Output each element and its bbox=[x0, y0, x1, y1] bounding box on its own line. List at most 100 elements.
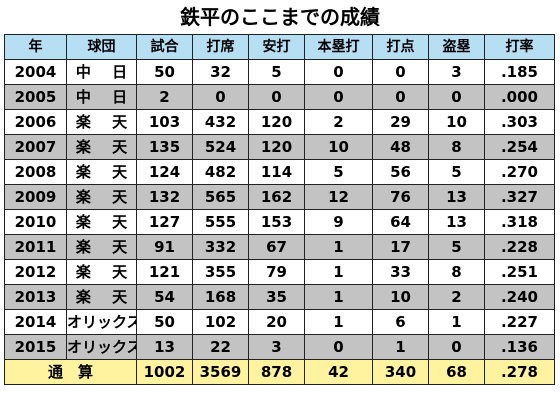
cell-home-runs: 0 bbox=[304, 84, 373, 110]
cell-games: 135 bbox=[136, 134, 193, 160]
header-rbi: 打点 bbox=[372, 34, 429, 60]
cell-rbi: 56 bbox=[372, 159, 429, 185]
cell-year: 2013 bbox=[4, 284, 67, 310]
cell-plate-appearances: 555 bbox=[192, 209, 249, 235]
cell-team: 楽 天 bbox=[66, 109, 137, 135]
cell-batting-average: .185 bbox=[484, 59, 555, 85]
header-year: 年 bbox=[4, 34, 67, 60]
cell-year: 2005 bbox=[4, 84, 67, 110]
cell-games: 13 bbox=[136, 334, 193, 360]
cell-plate-appearances: 168 bbox=[192, 284, 249, 310]
cell-team: オリックス bbox=[66, 334, 137, 360]
cell-home-runs: 1 bbox=[304, 284, 373, 310]
cell-home-runs: 1 bbox=[304, 309, 373, 335]
cell-rbi: 29 bbox=[372, 109, 429, 135]
total-stolen-bases: 68 bbox=[428, 359, 485, 385]
cell-home-runs: 1 bbox=[304, 259, 373, 285]
cell-home-runs: 1 bbox=[304, 234, 373, 260]
cell-rbi: 17 bbox=[372, 234, 429, 260]
table-row: 2011 楽 天 91 332 67 1 17 5 .228 bbox=[4, 234, 555, 260]
header-team: 球団 bbox=[66, 34, 137, 60]
cell-year: 2004 bbox=[4, 59, 67, 85]
cell-year: 2008 bbox=[4, 159, 67, 185]
total-row: 通 算 1002 3569 878 42 340 68 .278 bbox=[4, 359, 555, 385]
table-row: 2004 中 日 50 32 5 0 0 3 .185 bbox=[4, 59, 555, 85]
cell-home-runs: 10 bbox=[304, 134, 373, 160]
cell-plate-appearances: 0 bbox=[192, 84, 249, 110]
table-row: 2010 楽 天 127 555 153 9 64 13 .318 bbox=[4, 209, 555, 235]
cell-year: 2006 bbox=[4, 109, 67, 135]
cell-stolen-bases: 2 bbox=[428, 284, 485, 310]
cell-batting-average: .270 bbox=[484, 159, 555, 185]
cell-rbi: 6 bbox=[372, 309, 429, 335]
cell-team: 楽 天 bbox=[66, 184, 137, 210]
table-row: 2009 楽 天 132 565 162 12 76 13 .327 bbox=[4, 184, 555, 210]
cell-games: 2 bbox=[136, 84, 193, 110]
cell-batting-average: .000 bbox=[484, 84, 555, 110]
cell-plate-appearances: 524 bbox=[192, 134, 249, 160]
page-title: 鉄平のここまでの成績 bbox=[180, 5, 380, 29]
cell-year: 2015 bbox=[4, 334, 67, 360]
cell-team: 楽 天 bbox=[66, 159, 137, 185]
cell-games: 54 bbox=[136, 284, 193, 310]
header-stolen-bases: 盗塁 bbox=[428, 34, 485, 60]
cell-stolen-bases: 0 bbox=[428, 334, 485, 360]
header-games: 試合 bbox=[136, 34, 193, 60]
cell-home-runs: 5 bbox=[304, 159, 373, 185]
cell-stolen-bases: 13 bbox=[428, 184, 485, 210]
cell-team: 中 日 bbox=[66, 84, 137, 110]
total-hits: 878 bbox=[248, 359, 305, 385]
stats-table: 年 球団 試合 打席 安打 本塁打 打点 盗塁 打率 2004 中 日 50 3… bbox=[4, 34, 555, 385]
cell-batting-average: .240 bbox=[484, 284, 555, 310]
cell-rbi: 48 bbox=[372, 134, 429, 160]
cell-batting-average: .228 bbox=[484, 234, 555, 260]
cell-rbi: 0 bbox=[372, 84, 429, 110]
cell-home-runs: 0 bbox=[304, 59, 373, 85]
cell-plate-appearances: 22 bbox=[192, 334, 249, 360]
cell-stolen-bases: 5 bbox=[428, 159, 485, 185]
cell-batting-average: .254 bbox=[484, 134, 555, 160]
cell-home-runs: 2 bbox=[304, 109, 373, 135]
cell-team: 楽 天 bbox=[66, 234, 137, 260]
cell-games: 91 bbox=[136, 234, 193, 260]
cell-team: 楽 天 bbox=[66, 134, 137, 160]
cell-batting-average: .318 bbox=[484, 209, 555, 235]
cell-plate-appearances: 482 bbox=[192, 159, 249, 185]
cell-hits: 114 bbox=[248, 159, 305, 185]
header-plate-appearances: 打席 bbox=[192, 34, 249, 60]
cell-batting-average: .136 bbox=[484, 334, 555, 360]
cell-games: 50 bbox=[136, 59, 193, 85]
cell-batting-average: .327 bbox=[484, 184, 555, 210]
cell-rbi: 33 bbox=[372, 259, 429, 285]
table-row: 2007 楽 天 135 524 120 10 48 8 .254 bbox=[4, 134, 555, 160]
cell-year: 2009 bbox=[4, 184, 67, 210]
cell-hits: 120 bbox=[248, 109, 305, 135]
cell-hits: 67 bbox=[248, 234, 305, 260]
table-row: 2014 オリックス 50 102 20 1 6 1 .227 bbox=[4, 309, 555, 335]
cell-home-runs: 0 bbox=[304, 334, 373, 360]
cell-plate-appearances: 332 bbox=[192, 234, 249, 260]
cell-batting-average: .251 bbox=[484, 259, 555, 285]
cell-hits: 120 bbox=[248, 134, 305, 160]
cell-hits: 35 bbox=[248, 284, 305, 310]
total-rbi: 340 bbox=[372, 359, 429, 385]
cell-home-runs: 9 bbox=[304, 209, 373, 235]
cell-batting-average: .227 bbox=[484, 309, 555, 335]
cell-hits: 0 bbox=[248, 84, 305, 110]
cell-year: 2012 bbox=[4, 259, 67, 285]
cell-plate-appearances: 32 bbox=[192, 59, 249, 85]
cell-hits: 20 bbox=[248, 309, 305, 335]
table-row: 2006 楽 天 103 432 120 2 29 10 .303 bbox=[4, 109, 555, 135]
table-row: 2005 中 日 2 0 0 0 0 0 .000 bbox=[4, 84, 555, 110]
header-row: 年 球団 試合 打席 安打 本塁打 打点 盗塁 打率 bbox=[4, 34, 555, 60]
cell-hits: 79 bbox=[248, 259, 305, 285]
cell-hits: 162 bbox=[248, 184, 305, 210]
cell-team: 楽 天 bbox=[66, 284, 137, 310]
cell-team: 中 日 bbox=[66, 59, 137, 85]
cell-team: 楽 天 bbox=[66, 209, 137, 235]
cell-team: オリックス bbox=[66, 309, 137, 335]
total-home-runs: 42 bbox=[304, 359, 373, 385]
total-games: 1002 bbox=[136, 359, 193, 385]
cell-team: 楽 天 bbox=[66, 259, 137, 285]
cell-games: 121 bbox=[136, 259, 193, 285]
